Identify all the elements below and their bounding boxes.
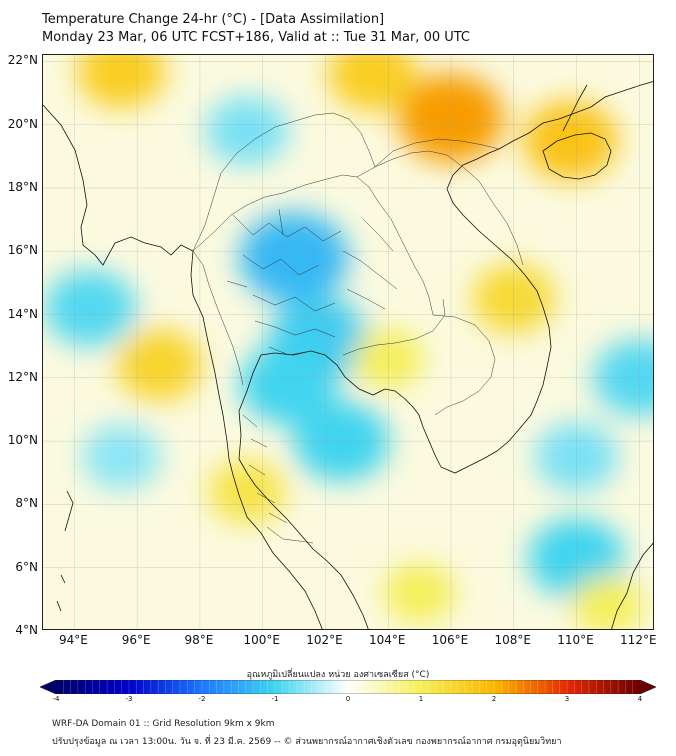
- field-bay-of-bengal-east: [44, 269, 136, 347]
- colorbar-title: อุณหภูมิเปลี่ยนแปลง หน่วย องศาเซลเซียส (…: [246, 670, 430, 680]
- border-thailand-cambodia: [342, 298, 446, 356]
- colorbar-tick-label: 4: [637, 695, 643, 703]
- border-cambodia-vietnam: [432, 314, 496, 416]
- coastline-cambodia-vietnam: [422, 148, 552, 474]
- latitude-label: 16°N: [7, 243, 38, 258]
- border-vietnam-china: [374, 138, 500, 168]
- coastline-andaman: [64, 490, 74, 532]
- colorbar: [40, 680, 656, 694]
- coastline-malay-west: [232, 474, 323, 629]
- graticule: [43, 55, 653, 629]
- map-title: Temperature Change 24-hr (°C) - [Data As…: [42, 12, 385, 27]
- map-canvas: [43, 55, 653, 629]
- field-andaman-sea: [116, 329, 203, 402]
- latitude-label: 14°N: [7, 306, 38, 321]
- longitude-label: 94°E: [58, 633, 88, 647]
- latitude-label: 18°N: [7, 179, 38, 194]
- coastline-south-china: [498, 81, 653, 150]
- colorbar-tick-label: -2: [198, 695, 206, 703]
- colorbar-dividers: [63, 680, 633, 694]
- colorbar-tick-label: 0: [345, 695, 351, 703]
- latitude-label: 4°N: [15, 623, 38, 637]
- longitude-label: 98°E: [184, 633, 214, 647]
- longitude-label: 102°E: [306, 633, 343, 647]
- border-myanmar-china: [192, 112, 376, 252]
- colorbar-tick-label: 1: [418, 695, 424, 703]
- province-lines-central: [254, 218, 398, 356]
- latitude-label: 8°N: [15, 496, 38, 511]
- map-subtitle: Monday 23 Mar, 06 UTC FCST+186, Valid at…: [42, 30, 471, 45]
- latitude-label: 10°N: [7, 433, 38, 448]
- longitude-label: 100°E: [243, 633, 280, 647]
- field-north-laos-yunnan: [328, 55, 417, 112]
- coastlines: [43, 81, 653, 629]
- border-thailand-malaysia: [266, 526, 314, 544]
- coastline-borneo: [611, 542, 653, 629]
- coastline-hainan: [542, 132, 612, 180]
- province-lines-south: [242, 414, 288, 524]
- field-thailand-northeast: [239, 212, 349, 303]
- field-myanmar-laos-north: [205, 96, 289, 166]
- coastline-myanmar: [43, 104, 234, 476]
- colorbar-tick-label: -4: [52, 695, 60, 703]
- field-myanmar-north: [77, 55, 166, 109]
- coastline-gulf: [238, 350, 424, 460]
- longitude-label: 106°E: [431, 633, 469, 647]
- temperature-change-map: [42, 54, 654, 630]
- coastline-nicobar: [56, 574, 66, 612]
- temperature-field: [44, 55, 653, 629]
- border-laos-vietnam: [356, 150, 524, 266]
- field-gulf-of-thailand-west: [208, 459, 286, 525]
- longitude-label: 96°E: [121, 633, 151, 647]
- latitude-label: 20°N: [7, 116, 38, 131]
- footer-model-info: WRF-DA Domain 01 :: Grid Resolution 9km …: [52, 719, 275, 729]
- field-malaysia-east: [383, 563, 456, 624]
- latitude-label: 12°N: [7, 369, 38, 384]
- longitude-label: 108°E: [494, 633, 532, 647]
- longitude-label: 112°E: [620, 633, 657, 647]
- field-hainan: [523, 100, 618, 181]
- latitude-label: 22°N: [7, 53, 38, 68]
- footer-credit: ปรับปรุงข้อมูล ณ เวลา 13:00น. วัน จ. ที่…: [52, 737, 562, 747]
- colorbar-tick-label: -3: [125, 695, 133, 703]
- field-east-of-gulf: [239, 344, 336, 425]
- field-andaman-south: [82, 424, 161, 490]
- coastline-leizhou: [562, 84, 588, 132]
- admin-borders: [192, 112, 524, 544]
- colorbar-tick-label: -1: [271, 695, 279, 703]
- longitude-label: 104°E: [368, 633, 406, 647]
- colorbar-ramp: [40, 680, 656, 694]
- colorbar-tick-label: 3: [564, 695, 570, 703]
- latitude-label: 6°N: [15, 559, 38, 574]
- border-myanmar-thailand: [192, 250, 244, 386]
- field-south-china-sea-south: [571, 575, 644, 629]
- colorbar-tick-label: 2: [491, 695, 497, 703]
- longitude-label: 110°E: [557, 633, 594, 647]
- province-lines-north: [226, 208, 342, 312]
